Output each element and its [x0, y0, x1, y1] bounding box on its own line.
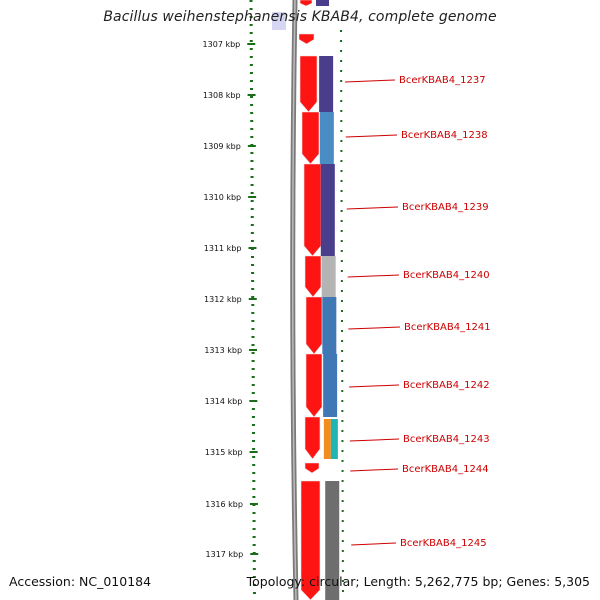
gene-label: BcerKBAB4_1241	[404, 322, 491, 333]
ruler-tick-label: 1316 kbp	[205, 500, 243, 509]
label-leader-line	[347, 274, 400, 278]
gene-label: BcerKBAB4_1239	[402, 202, 489, 213]
gene-label: BcerKBAB4_1237	[399, 75, 486, 86]
gene-label: BcerKBAB4_1244	[402, 464, 489, 475]
gene-segment	[321, 256, 336, 297]
gene-segment	[272, 12, 286, 30]
gene-arrow	[304, 255, 322, 298]
ruler-tick-label: 1312 kbp	[204, 295, 242, 304]
gene-label: BcerKBAB4_1240	[403, 270, 490, 281]
label-leader-line	[348, 326, 401, 330]
gene-segment	[322, 297, 337, 354]
map-title: Bacillus weihenstephanensis KBAB4, compl…	[103, 9, 497, 25]
genome-summary-text: Topology: circular; Length: 5,262,775 bp…	[246, 574, 590, 589]
gene-segment	[325, 481, 340, 600]
label-leader-line	[345, 79, 396, 83]
gene-arrow	[299, 55, 318, 113]
ruler-tick-label: 1309 kbp	[203, 142, 241, 151]
gene-segment	[320, 164, 335, 256]
gene-segment	[319, 56, 334, 112]
gene-arrow	[305, 296, 323, 355]
gene-label: BcerKBAB4_1242	[403, 380, 490, 391]
label-leader-line	[349, 384, 400, 388]
gene-track	[272, 0, 340, 600]
gene-arrow	[304, 416, 321, 460]
backbone-arc-highlight	[291, 0, 297, 600]
gene-arrow	[298, 33, 315, 45]
genome-backbone	[290, 0, 344, 600]
gene-label: BcerKBAB4_1245	[400, 538, 487, 549]
ruler-tick-label: 1308 kbp	[203, 91, 241, 100]
gene-segment	[330, 419, 338, 459]
label-leader-line	[350, 468, 399, 472]
gene-segment	[319, 112, 334, 164]
label-leader-line	[346, 206, 399, 210]
label-leader-line	[351, 542, 397, 546]
accession-text: Accession: NC_010184	[9, 574, 152, 589]
ruler-tick-label: 1310 kbp	[203, 193, 241, 202]
label-leader-line	[345, 134, 398, 138]
ruler-tick-label: 1311 kbp	[204, 244, 242, 253]
gene-arrow	[299, 0, 313, 7]
ruler: 1307 kbp 1308 kbp 1309 kbp 1310 kbp 1311 kbp…	[203, 0, 259, 600]
ruler-tick-label: 1317 kbp	[206, 550, 244, 559]
gene-arrow	[300, 480, 321, 600]
gene-segment	[323, 354, 338, 417]
gene-arrow	[303, 163, 322, 257]
gene-arrow	[301, 111, 320, 165]
outer-tick-ring	[340, 29, 344, 600]
gene-label: BcerKBAB4_1238	[401, 130, 488, 141]
ruler-tick-label: 1315 kbp	[205, 448, 243, 457]
ruler-tick-label: 1307 kbp	[203, 40, 241, 49]
gene-segment	[316, 0, 329, 6]
gene-labels: BcerKBAB4_1237 BcerKBAB4_1238 BcerKBAB4_12…	[345, 75, 491, 549]
gene-label: BcerKBAB4_1243	[403, 434, 490, 445]
gene-arrow	[304, 462, 320, 474]
ruler-tick-label: 1313 kbp	[204, 346, 242, 355]
gene-segment	[323, 419, 331, 459]
ruler-tick-label: 1314 kbp	[205, 397, 243, 406]
gene-arrow	[305, 353, 323, 418]
label-leader-line	[349, 438, 400, 442]
